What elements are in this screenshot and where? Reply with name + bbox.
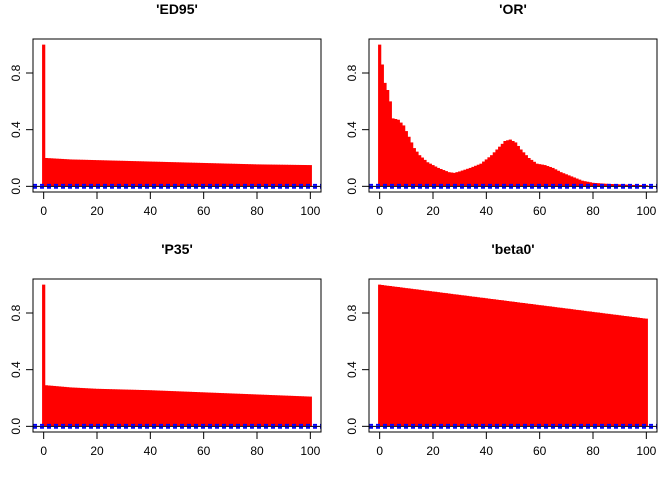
y-tick-label: 0.4 — [9, 121, 23, 138]
y-tick-label: 0.0 — [9, 178, 23, 195]
y-tick-label: 0.4 — [9, 361, 23, 378]
plot-frame — [368, 278, 658, 433]
y-tick-label: 0.4 — [345, 121, 359, 138]
x-tick-label: 100 — [636, 444, 656, 458]
x-tick-label: 60 — [533, 204, 547, 218]
y-tick-label: 0.4 — [345, 361, 359, 378]
x-tick-label: 40 — [480, 204, 494, 218]
x-tick-label: 60 — [533, 444, 547, 458]
x-tick-label: 100 — [636, 204, 656, 218]
y-tick-label: 0.8 — [9, 64, 23, 81]
acf-panel: 'P35' 0 20 40 60 80 100 0.0 0.4 0.8 — [9, 241, 322, 458]
acf-panel: 'ED95' 0 20 40 60 80 100 0.0 0.4 0.8 — [9, 1, 322, 218]
acf-panel: 'OR' 0 20 40 60 80 100 0.0 0.4 0.8 — [345, 1, 658, 218]
panel-title: 'P35' — [161, 241, 193, 257]
y-tick-label: 0.0 — [9, 418, 23, 435]
x-tick-label: 20 — [426, 204, 440, 218]
y-tick-label: 0.0 — [345, 418, 359, 435]
acf-bars — [378, 44, 648, 187]
x-tick-label: 40 — [144, 204, 158, 218]
panel-title: 'OR' — [499, 1, 527, 17]
panel-title: 'beta0' — [491, 241, 534, 257]
x-tick-label: 20 — [426, 444, 440, 458]
x-tick-label: 100 — [300, 444, 320, 458]
x-tick-label: 60 — [197, 444, 211, 458]
acf-bars — [378, 284, 648, 427]
x-tick-label: 80 — [586, 444, 600, 458]
acf-panel: 'beta0' 0 20 40 60 80 100 0.0 0.4 0.8 — [345, 241, 658, 458]
y-tick-label: 0.8 — [345, 64, 359, 81]
x-tick-label: 0 — [376, 204, 383, 218]
x-tick-label: 60 — [197, 204, 211, 218]
acf-bars — [42, 44, 312, 187]
x-tick-label: 40 — [144, 444, 158, 458]
x-tick-label: 20 — [90, 444, 104, 458]
y-tick-label: 0.8 — [345, 304, 359, 321]
plot-frame — [32, 38, 322, 193]
x-tick-label: 80 — [586, 204, 600, 218]
x-tick-label: 100 — [300, 204, 320, 218]
y-tick-label: 0.8 — [9, 304, 23, 321]
y-tick-label: 0.0 — [345, 178, 359, 195]
x-tick-label: 0 — [40, 444, 47, 458]
x-tick-label: 20 — [90, 204, 104, 218]
x-tick-label: 40 — [480, 444, 494, 458]
plot-frame — [368, 38, 658, 193]
acf-bars — [42, 284, 312, 427]
x-tick-label: 80 — [250, 444, 264, 458]
x-tick-label: 0 — [376, 444, 383, 458]
plot-frame — [32, 278, 322, 433]
panel-title: 'ED95' — [156, 1, 198, 17]
x-tick-label: 0 — [40, 204, 47, 218]
x-tick-label: 80 — [250, 204, 264, 218]
